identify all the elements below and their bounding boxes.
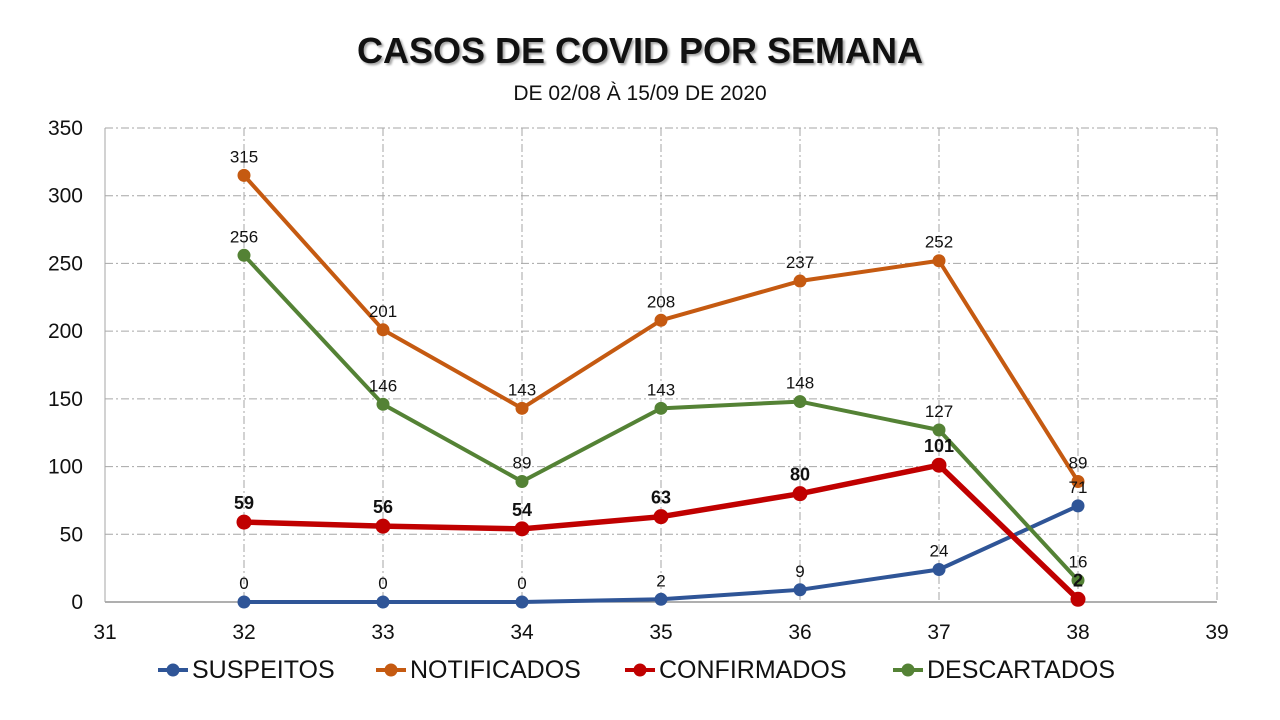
data-label-suspeitos: 71 bbox=[1069, 478, 1088, 497]
chart-title: CASOS DE COVID POR SEMANA bbox=[356, 30, 924, 71]
y-tick-label: 350 bbox=[48, 117, 83, 140]
data-point-suspeitos bbox=[654, 592, 668, 606]
data-label-notificados: 143 bbox=[508, 380, 536, 399]
data-point-descartados bbox=[932, 423, 946, 437]
legend-item-suspeitos: SUSPEITOS bbox=[158, 650, 335, 690]
x-tick-label: 39 bbox=[1205, 621, 1228, 644]
legend-marker-icon bbox=[625, 663, 655, 677]
legend-item-notificados: NOTIFICADOS bbox=[376, 650, 581, 690]
data-point-confirmados bbox=[1070, 591, 1086, 607]
data-point-descartados bbox=[237, 248, 251, 262]
data-label-suspeitos: 0 bbox=[239, 574, 248, 593]
data-point-descartados bbox=[793, 395, 807, 409]
data-point-descartados bbox=[376, 397, 390, 411]
data-point-descartados bbox=[1071, 573, 1085, 587]
x-tick-label: 32 bbox=[232, 621, 255, 644]
gridlines bbox=[105, 127, 1218, 602]
data-label-suspeitos: 9 bbox=[795, 562, 804, 581]
legend-item-descartados: DESCARTADOS bbox=[893, 650, 1115, 690]
data-point-confirmados bbox=[653, 509, 669, 525]
y-tick-label: 300 bbox=[48, 185, 83, 208]
data-label-confirmados: 63 bbox=[651, 488, 671, 508]
x-tick-label: 36 bbox=[788, 621, 811, 644]
data-label-notificados: 252 bbox=[925, 233, 953, 252]
y-tick-label: 50 bbox=[60, 523, 83, 546]
data-label-descartados: 89 bbox=[513, 453, 532, 472]
data-point-suspeitos bbox=[1071, 499, 1085, 513]
data-label-notificados: 89 bbox=[1069, 453, 1088, 472]
data-label-descartados: 148 bbox=[786, 374, 814, 393]
data-point-notificados bbox=[1071, 474, 1085, 488]
data-point-confirmados bbox=[375, 518, 391, 534]
legend-marker-icon bbox=[376, 663, 406, 677]
data-point-descartados bbox=[654, 401, 668, 415]
data-label-confirmados: 54 bbox=[512, 500, 532, 520]
data-label-suspeitos: 24 bbox=[930, 541, 949, 560]
data-label-confirmados: 59 bbox=[234, 493, 254, 513]
data-label-suspeitos: 0 bbox=[517, 574, 526, 593]
legend-label: NOTIFICADOS bbox=[410, 655, 581, 684]
data-labels: 0 0 0 2 9 24 71 315 201 143 208 237 252 89 59 56 54 63 80 1… bbox=[230, 147, 1088, 593]
x-tick-label: 34 bbox=[510, 621, 534, 644]
data-point-notificados bbox=[376, 323, 390, 337]
data-label-confirmados: 80 bbox=[790, 465, 810, 485]
y-tick-label: 250 bbox=[48, 252, 83, 275]
data-point-notificados bbox=[515, 401, 529, 415]
data-point-notificados bbox=[793, 274, 807, 288]
data-label-suspeitos: 0 bbox=[378, 574, 387, 593]
x-tick-label: 35 bbox=[649, 621, 672, 644]
data-label-descartados: 256 bbox=[230, 227, 258, 246]
data-point-notificados bbox=[237, 168, 251, 182]
data-label-confirmados: 101 bbox=[924, 436, 954, 456]
legend-marker-icon bbox=[893, 663, 923, 677]
data-label-descartados: 143 bbox=[647, 380, 675, 399]
data-point-confirmados bbox=[792, 486, 808, 502]
data-point-suspeitos bbox=[515, 595, 529, 609]
legend-marker-icon bbox=[158, 663, 188, 677]
x-tick-label: 38 bbox=[1066, 621, 1089, 644]
data-point-suspeitos bbox=[932, 562, 946, 576]
chart-subtitle: DE 02/08 À 15/09 DE 2020 bbox=[513, 82, 767, 105]
legend-label: CONFIRMADOS bbox=[659, 655, 847, 684]
legend: SUSPEITOS NOTIFICADOS CONFIRMADOS DESCARTAD… bbox=[0, 650, 1280, 690]
y-tick-label: 200 bbox=[48, 320, 83, 343]
data-label-descartados: 127 bbox=[925, 402, 953, 421]
data-label-notificados: 208 bbox=[647, 292, 675, 311]
legend-label: SUSPEITOS bbox=[192, 655, 335, 684]
y-tick-label: 0 bbox=[71, 591, 83, 614]
data-label-notificados: 201 bbox=[369, 302, 397, 321]
y-tick-label: 150 bbox=[48, 388, 83, 411]
x-tick-label: 33 bbox=[371, 621, 394, 644]
data-label-suspeitos: 2 bbox=[656, 571, 665, 590]
x-tick-label: 31 bbox=[93, 621, 116, 644]
data-point-descartados bbox=[515, 474, 529, 488]
data-label-notificados: 315 bbox=[230, 147, 258, 166]
data-point-suspeitos bbox=[793, 583, 807, 597]
data-point-suspeitos bbox=[376, 595, 390, 609]
data-point-confirmados bbox=[236, 514, 252, 530]
data-point-confirmados bbox=[514, 521, 530, 537]
data-label-confirmados: 56 bbox=[373, 497, 393, 517]
y-tick-label: 100 bbox=[48, 456, 83, 479]
data-label-descartados: 16 bbox=[1069, 552, 1088, 571]
legend-label: DESCARTADOS bbox=[927, 655, 1116, 684]
data-point-notificados bbox=[654, 313, 668, 327]
data-point-suspeitos bbox=[237, 595, 251, 609]
data-label-descartados: 146 bbox=[369, 376, 397, 395]
series-points bbox=[236, 168, 1086, 609]
data-point-notificados bbox=[932, 254, 946, 268]
data-point-confirmados bbox=[931, 457, 947, 473]
x-tick-label: 37 bbox=[927, 621, 950, 644]
data-label-notificados: 237 bbox=[786, 253, 814, 272]
legend-item-confirmados: CONFIRMADOS bbox=[625, 650, 847, 690]
data-label-confirmados: 2 bbox=[1073, 570, 1083, 590]
